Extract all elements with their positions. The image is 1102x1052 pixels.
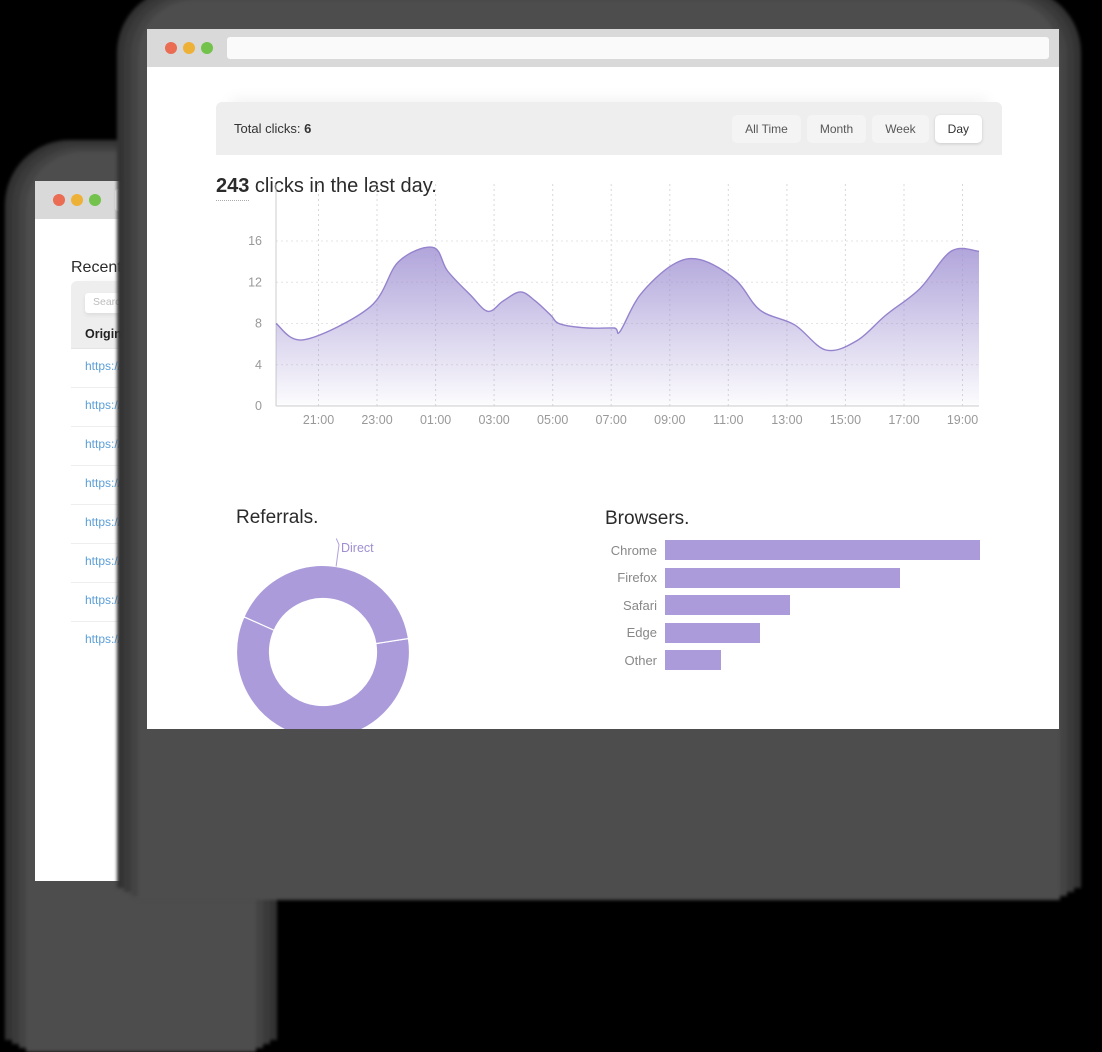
svg-text:13:00: 13:00 [771,413,802,426]
svg-text:4: 4 [255,358,262,372]
svg-text:19:00: 19:00 [947,413,978,426]
svg-text:15:00: 15:00 [830,413,861,426]
svg-text:07:00: 07:00 [596,413,627,426]
svg-text:21:00: 21:00 [303,413,334,426]
svg-text:03:00: 03:00 [478,413,509,426]
svg-text:09:00: 09:00 [654,413,685,426]
svg-text:8: 8 [255,317,262,331]
svg-text:16: 16 [248,234,262,248]
svg-text:05:00: 05:00 [537,413,568,426]
svg-text:12: 12 [248,276,262,290]
svg-text:Direct: Direct [341,541,374,555]
svg-text:23:00: 23:00 [361,413,392,426]
svg-text:17:00: 17:00 [888,413,919,426]
svg-text:11:00: 11:00 [713,413,743,426]
svg-text:01:00: 01:00 [420,413,451,426]
svg-text:0: 0 [255,399,262,413]
